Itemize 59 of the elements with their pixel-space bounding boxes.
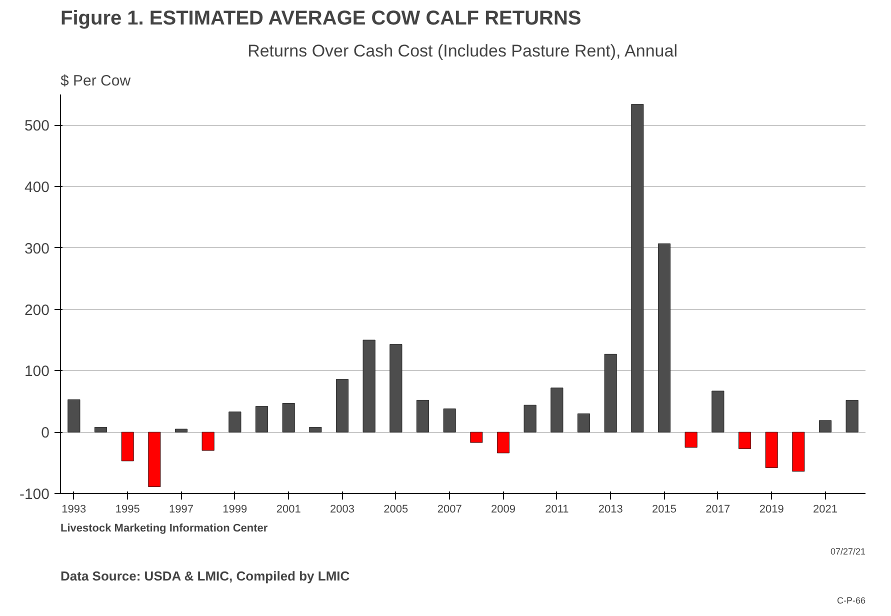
- bar: [443, 408, 456, 432]
- y-tick-label: 100: [24, 363, 50, 380]
- x-tick-label: 2009: [491, 504, 516, 516]
- x-tick-label: 2007: [437, 504, 462, 516]
- y-tick-label: 0: [41, 424, 50, 442]
- bar: [524, 404, 536, 432]
- x-tick-label: 1999: [222, 504, 248, 516]
- bar: [550, 388, 564, 432]
- bar: [121, 432, 134, 462]
- text: 07/27/21: [830, 546, 866, 556]
- x-tick-label: 2003: [330, 504, 354, 516]
- bar: [416, 400, 430, 432]
- text: C-P-66: [836, 596, 866, 606]
- chart-title: Figure 1. ESTIMATED AVERAGE COW CALF RETURNS: [60, 8, 582, 30]
- bar: [202, 432, 214, 451]
- y-axis-title: $ Per Cow: [60, 72, 131, 90]
- x-tick-label: 2013: [598, 504, 623, 516]
- bar: [174, 428, 188, 432]
- bar: [765, 432, 778, 468]
- bar: [470, 432, 483, 443]
- bar: [362, 340, 376, 432]
- bar: [846, 400, 858, 432]
- x-tick-label: 1993: [62, 504, 86, 516]
- bar: [228, 412, 242, 432]
- y-tick-label: -100: [19, 486, 50, 503]
- bar: [792, 432, 805, 472]
- bar: [684, 432, 698, 448]
- x-tick-label: 1997: [169, 504, 194, 516]
- bar: [658, 243, 671, 432]
- bar: [604, 354, 617, 432]
- text: Livestock Marketing Information Center: [60, 522, 268, 534]
- x-tick-label: 2019: [759, 504, 784, 516]
- bar: [94, 426, 108, 432]
- bar: [309, 426, 322, 432]
- y-tick-label: 200: [24, 302, 50, 319]
- bar: [496, 432, 510, 454]
- bar: [631, 104, 644, 432]
- y-tick-label: 500: [24, 118, 50, 135]
- bar: [282, 403, 295, 432]
- bar: [818, 420, 832, 432]
- x-tick-label: 2017: [706, 504, 730, 516]
- x-tick-label: 2021: [813, 504, 838, 516]
- bar: [390, 344, 402, 432]
- x-tick-label: 1995: [115, 504, 140, 516]
- bar: [738, 432, 752, 449]
- y-tick-label: 300: [24, 240, 50, 258]
- x-tick-label: 2015: [652, 504, 676, 516]
- bar: [255, 406, 268, 432]
- bar: [577, 413, 590, 432]
- bar: [148, 432, 161, 487]
- x-tick-label: 2001: [276, 504, 301, 516]
- chart-subtitle: Returns Over Cash Cost (Includes Pasture Rent), Annual: [248, 42, 678, 60]
- bar: [712, 390, 724, 432]
- bar: [68, 399, 80, 432]
- y-tick-label: 400: [24, 179, 50, 196]
- bar: [336, 379, 349, 432]
- x-tick-label: 2011: [545, 504, 569, 516]
- source-note: Data Source: USDA & LMIC, Compiled by LMIC: [60, 568, 350, 584]
- x-tick-label: 2005: [384, 504, 408, 516]
